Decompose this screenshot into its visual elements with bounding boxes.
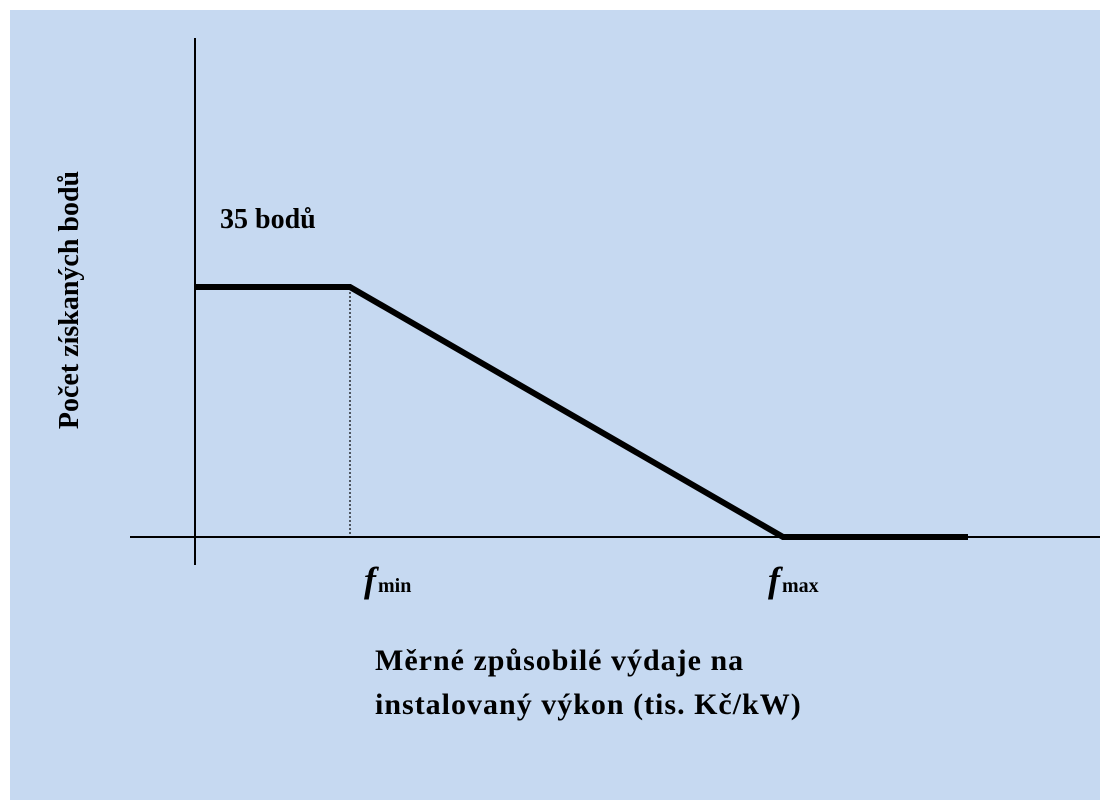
x-axis-label: instalovaný výkon (tis. Kč/kW)	[375, 688, 802, 721]
x-tick-label: f max	[768, 560, 819, 600]
x-axis-label: Měrné způsobilé výdaje na	[375, 644, 744, 677]
tick-subscript: min	[378, 575, 411, 597]
x-ticks: f min f max	[364, 560, 819, 600]
tick-subscript: max	[782, 575, 819, 597]
y-axis-label: Počet získaných bodů	[54, 171, 85, 429]
x-tick-label: f min	[364, 560, 411, 600]
tick-symbol: f	[768, 560, 783, 600]
value-label: 35 bodů	[220, 204, 316, 235]
score-curve	[195, 284, 968, 540]
tick-symbol: f	[364, 560, 379, 600]
